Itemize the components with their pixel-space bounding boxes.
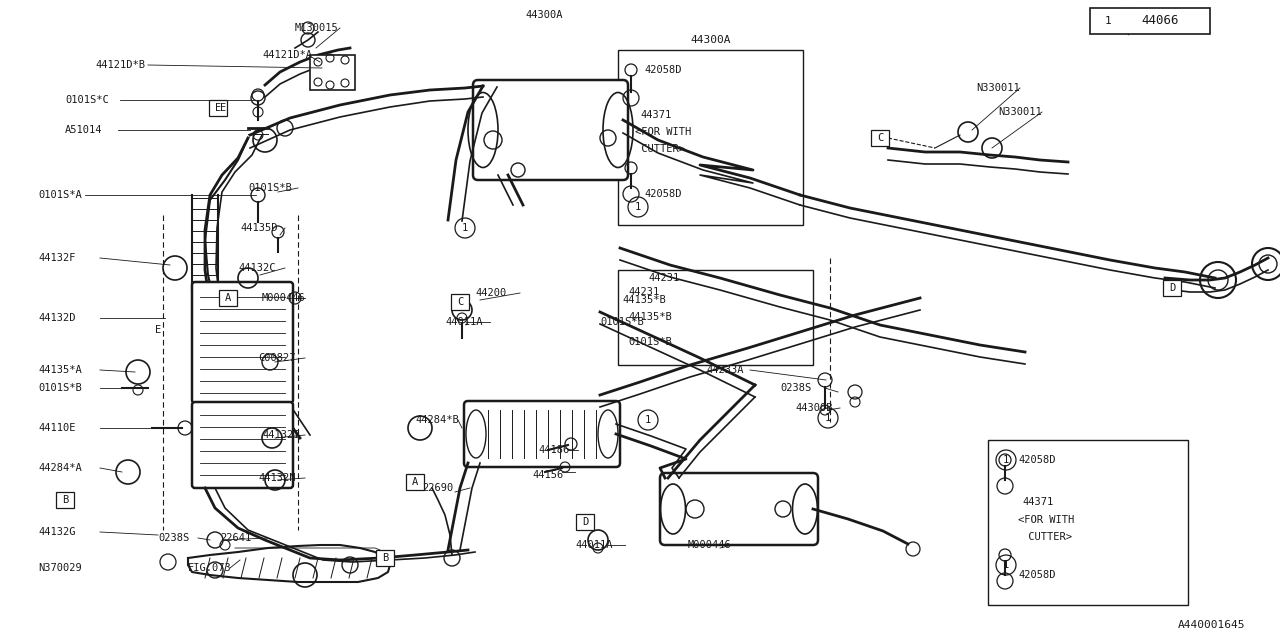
Text: 44300B: 44300B — [795, 403, 832, 413]
Text: 44135D: 44135D — [241, 223, 278, 233]
Text: 1: 1 — [645, 415, 652, 425]
Text: 1: 1 — [824, 413, 831, 423]
Text: 0101S*A: 0101S*A — [38, 190, 82, 200]
Text: 44284*B: 44284*B — [415, 415, 458, 425]
Text: FIG.073: FIG.073 — [188, 563, 232, 573]
Text: C00827: C00827 — [259, 353, 296, 363]
Text: C: C — [457, 297, 463, 307]
Text: 44011A: 44011A — [575, 540, 613, 550]
Text: 42058D: 42058D — [1018, 570, 1056, 580]
FancyBboxPatch shape — [192, 402, 293, 488]
Bar — [576, 514, 594, 530]
Text: 1: 1 — [462, 223, 468, 233]
Bar — [870, 130, 890, 146]
Text: 44231: 44231 — [648, 273, 680, 283]
Bar — [783, 305, 792, 327]
Bar — [56, 492, 74, 508]
Text: 44132G: 44132G — [38, 527, 76, 537]
Text: 44011A: 44011A — [445, 317, 483, 327]
Text: 44156: 44156 — [532, 470, 563, 480]
Text: A440001645: A440001645 — [1178, 620, 1245, 630]
Text: 0101S*B: 0101S*B — [628, 337, 672, 347]
Text: 0101S*B: 0101S*B — [600, 317, 644, 327]
Text: D: D — [1169, 283, 1175, 293]
Text: B: B — [381, 553, 388, 563]
Text: N370029: N370029 — [38, 563, 82, 573]
Text: N330011: N330011 — [998, 107, 1042, 117]
Text: M000446: M000446 — [689, 540, 732, 550]
Bar — [219, 290, 237, 306]
Text: 44186: 44186 — [538, 445, 570, 455]
Text: E: E — [215, 103, 221, 113]
Bar — [1164, 280, 1181, 296]
Bar — [209, 100, 227, 116]
Text: A: A — [225, 293, 232, 303]
Text: 44121D*B: 44121D*B — [95, 60, 145, 70]
Text: 44300A: 44300A — [525, 10, 562, 20]
Text: 44284*A: 44284*A — [38, 463, 82, 473]
Text: N330011: N330011 — [977, 83, 1020, 93]
Text: D: D — [582, 517, 588, 527]
Bar — [451, 294, 468, 310]
Text: 44371: 44371 — [1021, 497, 1053, 507]
Text: 0101S*C: 0101S*C — [65, 95, 109, 105]
Text: M130015: M130015 — [294, 23, 339, 33]
Bar — [618, 270, 813, 365]
Text: 0238S: 0238S — [780, 383, 812, 393]
Text: 44132I: 44132I — [262, 430, 300, 440]
Text: 44132F: 44132F — [38, 253, 76, 263]
Bar — [760, 305, 768, 327]
Text: 42058D: 42058D — [644, 65, 681, 75]
Text: 44132C: 44132C — [238, 263, 275, 273]
Text: 44110E: 44110E — [38, 423, 76, 433]
Bar — [618, 50, 803, 225]
Text: E: E — [155, 325, 161, 335]
Bar — [1091, 8, 1210, 34]
Text: 1: 1 — [635, 202, 641, 212]
Text: 44300A: 44300A — [690, 35, 731, 45]
Text: 42058D: 42058D — [1018, 455, 1056, 465]
Text: A51014: A51014 — [65, 125, 102, 135]
Text: M000446: M000446 — [262, 293, 306, 303]
Text: 44371: 44371 — [640, 110, 671, 120]
Text: 44233A: 44233A — [707, 365, 744, 375]
Text: 1: 1 — [1002, 560, 1009, 570]
Text: 1: 1 — [1002, 455, 1009, 465]
Bar — [310, 55, 355, 90]
Text: A: A — [412, 477, 419, 487]
Text: 0238S: 0238S — [157, 533, 189, 543]
Text: CUTTER>: CUTTER> — [635, 144, 685, 154]
Text: <FOR WITH: <FOR WITH — [635, 127, 691, 137]
Text: 22690: 22690 — [422, 483, 453, 493]
Text: 44231: 44231 — [628, 287, 659, 297]
Text: 1: 1 — [1105, 16, 1111, 26]
Text: E: E — [220, 103, 227, 113]
Text: 44200: 44200 — [475, 288, 507, 298]
Bar — [772, 305, 780, 327]
Bar — [406, 474, 424, 490]
Text: 44066: 44066 — [1142, 15, 1179, 28]
Bar — [376, 550, 394, 566]
Text: 0101S*B: 0101S*B — [38, 383, 82, 393]
Bar — [988, 440, 1188, 605]
FancyBboxPatch shape — [474, 80, 628, 180]
Text: CUTTER>: CUTTER> — [1021, 532, 1073, 542]
FancyBboxPatch shape — [660, 473, 818, 545]
Text: <FOR WITH: <FOR WITH — [1018, 515, 1074, 525]
Text: 44132N: 44132N — [259, 473, 296, 483]
FancyBboxPatch shape — [465, 401, 620, 467]
Text: 0101S*B: 0101S*B — [248, 183, 292, 193]
FancyBboxPatch shape — [192, 282, 293, 403]
Text: C: C — [877, 133, 883, 143]
Text: B: B — [61, 495, 68, 505]
Text: 44135*B: 44135*B — [622, 295, 666, 305]
Text: 44132D: 44132D — [38, 313, 76, 323]
Text: 44135*B: 44135*B — [628, 312, 672, 322]
Text: 22641: 22641 — [220, 533, 251, 543]
Text: 42058D: 42058D — [644, 189, 681, 199]
Text: 44135*A: 44135*A — [38, 365, 82, 375]
Text: 44121D*A: 44121D*A — [262, 50, 312, 60]
